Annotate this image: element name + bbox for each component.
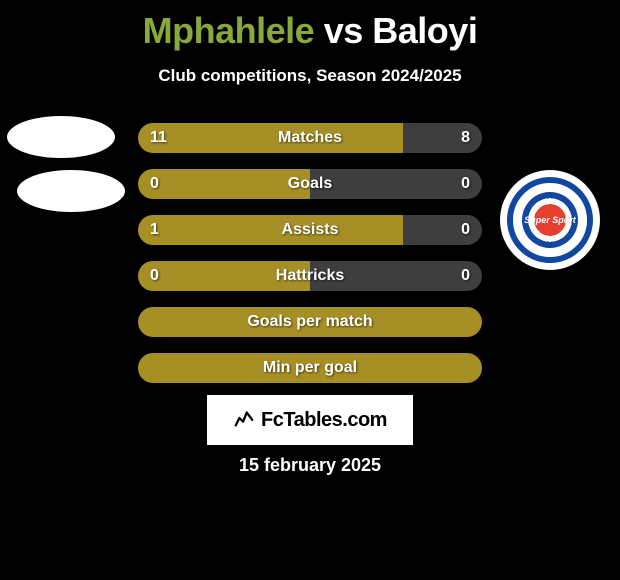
fctables-brand: FcTables.com (207, 395, 413, 445)
stat-label: Goals per match (247, 313, 372, 331)
stat-value-left: 0 (150, 267, 159, 285)
bar-right (403, 215, 482, 245)
bar-left (138, 169, 310, 199)
stat-row: 0 0 Hattricks (138, 261, 482, 291)
date-text: 15 february 2025 (0, 455, 620, 476)
stat-value-left: 11 (150, 129, 167, 147)
stat-value-left: 1 (150, 221, 159, 239)
stat-label: Min per goal (263, 359, 357, 377)
club-badge-inner: Super Sport (522, 192, 578, 248)
player1-name: Mphahlele (143, 10, 315, 51)
player2-name: Baloyi (372, 10, 477, 51)
stat-value-left: 0 (150, 175, 159, 193)
stat-value-right: 8 (461, 129, 470, 147)
fctables-icon (233, 407, 255, 434)
stat-row: Goals per match (138, 307, 482, 337)
stat-row: 0 0 Goals (138, 169, 482, 199)
stat-label: Hattricks (276, 267, 344, 285)
stat-row: 11 8 Matches (138, 123, 482, 153)
bar-left (138, 215, 403, 245)
stat-value-right: 0 (461, 175, 470, 193)
stat-row: Min per goal (138, 353, 482, 383)
club-badge-ring: Super Sport (507, 177, 593, 263)
player2-club-badge: Super Sport (500, 170, 600, 270)
stat-label: Matches (278, 129, 342, 147)
bar-right (403, 123, 482, 153)
stat-value-right: 0 (461, 267, 470, 285)
player1-avatar (7, 116, 115, 158)
vs-space2 (363, 10, 373, 51)
stat-row: 1 0 Assists (138, 215, 482, 245)
fctables-text: FcTables.com (261, 409, 387, 432)
player1-club-badge (17, 170, 125, 212)
stat-label: Assists (282, 221, 339, 239)
subtitle: Club competitions, Season 2024/2025 (0, 66, 620, 86)
comparison-title: Mphahlele vs Baloyi (0, 0, 620, 52)
bar-right (310, 169, 482, 199)
stat-value-right: 0 (461, 221, 470, 239)
vs-word: vs (324, 10, 363, 51)
stat-label: Goals (288, 175, 332, 193)
bar-left (138, 123, 403, 153)
